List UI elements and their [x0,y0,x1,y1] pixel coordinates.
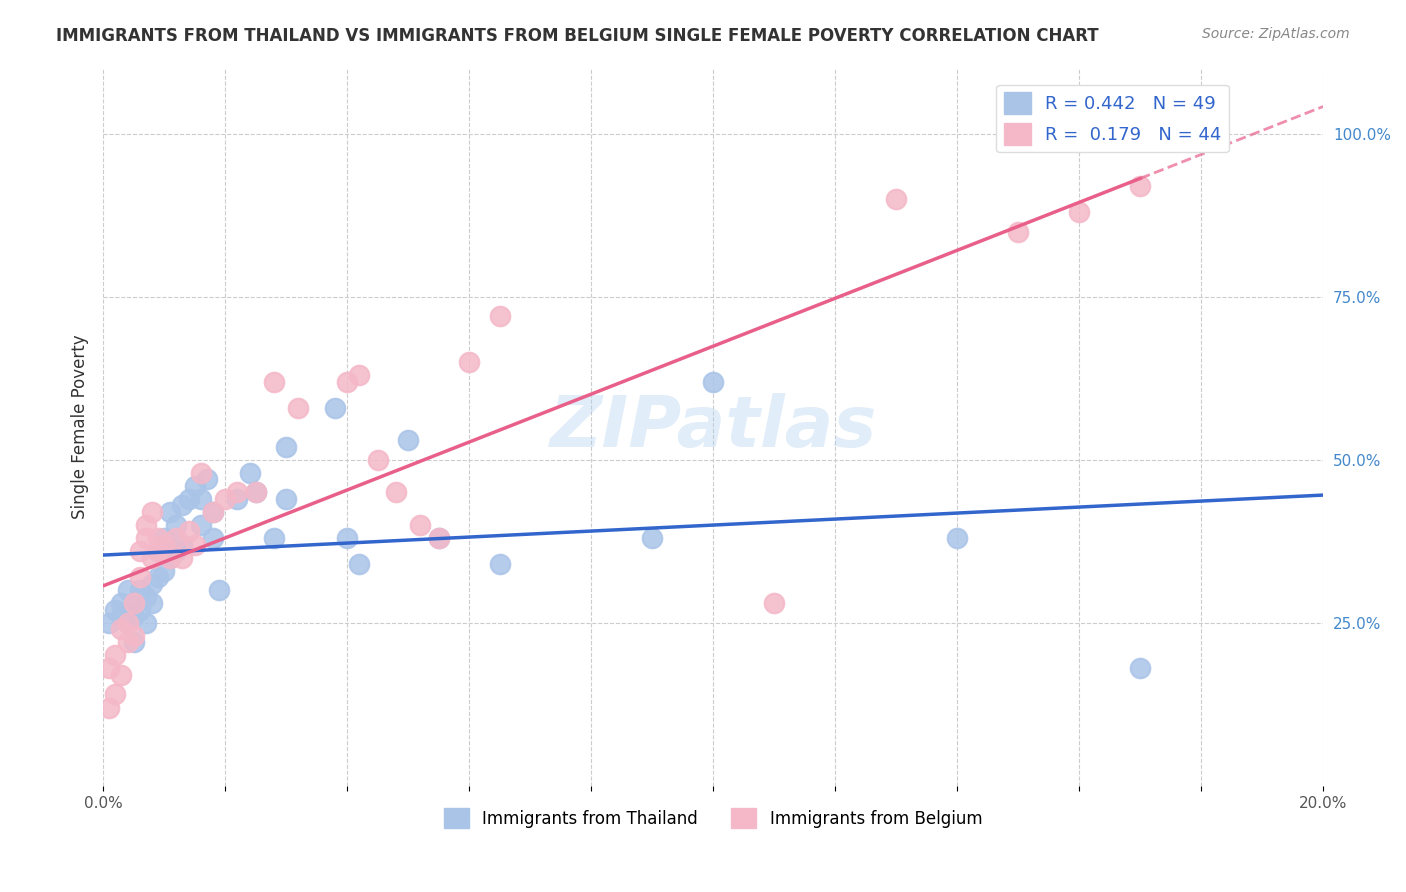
Point [159,505,181,519]
Point [117,583,139,598]
Point [1129,661,1152,675]
Point [110,596,132,610]
Text: IMMIGRANTS FROM THAILAND VS IMMIGRANTS FROM BELGIUM SINGLE FEMALE POVERTY CORREL: IMMIGRANTS FROM THAILAND VS IMMIGRANTS F… [56,27,1099,45]
Point [287,401,309,415]
Point [208,583,231,598]
Text: Source: ZipAtlas.com: Source: ZipAtlas.com [1202,27,1350,41]
Y-axis label: Single Female Poverty: Single Female Poverty [72,334,89,519]
Point [183,479,205,493]
Point [141,596,163,610]
Point [201,505,224,519]
Point [214,491,236,506]
Point [122,596,145,610]
Point [135,518,157,533]
Point [110,609,132,624]
Point [409,518,432,533]
Point [323,401,346,415]
Point [172,537,194,551]
Point [245,485,267,500]
Point [122,635,145,649]
Point [159,550,181,565]
Point [128,583,150,598]
Point [201,505,224,519]
Point [226,485,249,500]
Point [190,466,212,480]
Point [349,368,371,382]
Point [110,668,132,682]
Point [276,491,298,506]
Point [263,531,285,545]
Text: ZIPatlas: ZIPatlas [550,392,877,462]
Point [122,629,145,643]
Point [141,576,163,591]
Point [128,603,150,617]
Point [159,550,181,565]
Point [135,615,157,630]
Point [141,505,163,519]
Point [165,544,187,558]
Point [641,531,664,545]
Point [104,603,127,617]
Point [146,570,169,584]
Point [122,609,145,624]
Point [427,531,450,545]
Point [201,531,224,545]
Point [146,531,169,545]
Point [153,537,176,551]
Point [349,557,371,571]
Point [117,615,139,630]
Point [146,544,169,558]
Point [146,544,169,558]
Point [488,557,510,571]
Point [367,452,389,467]
Point [98,700,121,714]
Point [165,518,187,533]
Point [98,661,121,675]
Point [177,524,200,539]
Point [763,596,786,610]
Point [183,537,205,551]
Point [117,615,139,630]
Point [165,531,187,545]
Point [104,688,127,702]
Point [276,440,298,454]
Point [110,622,132,636]
Point [336,375,359,389]
Point [336,531,359,545]
Point [385,485,408,500]
Point [177,491,200,506]
Point [153,564,176,578]
Point [884,192,907,206]
Point [263,375,285,389]
Point [238,466,260,480]
Point [98,615,121,630]
Point [122,596,145,610]
Point [172,499,194,513]
Point [427,531,450,545]
Point [190,491,212,506]
Point [190,518,212,533]
Point [245,485,267,500]
Point [135,590,157,604]
Point [1069,205,1091,219]
Point [117,635,139,649]
Point [172,550,194,565]
Point [946,531,969,545]
Point [702,375,724,389]
Point [153,531,176,545]
Point [195,472,218,486]
Point [128,570,150,584]
Point [458,355,481,369]
Legend: Immigrants from Thailand, Immigrants from Belgium: Immigrants from Thailand, Immigrants fro… [437,801,988,835]
Point [104,648,127,663]
Point [141,550,163,565]
Point [135,531,157,545]
Point [488,310,510,324]
Point [1129,178,1152,193]
Point [1007,225,1029,239]
Point [396,433,419,447]
Point [128,544,150,558]
Point [226,491,249,506]
